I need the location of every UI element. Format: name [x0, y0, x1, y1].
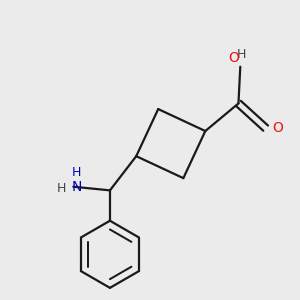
Text: O: O — [228, 51, 239, 65]
Text: O: O — [273, 121, 283, 135]
Text: H: H — [72, 166, 81, 179]
Text: N: N — [71, 180, 82, 194]
Text: H: H — [56, 182, 66, 195]
Text: H: H — [237, 48, 247, 61]
